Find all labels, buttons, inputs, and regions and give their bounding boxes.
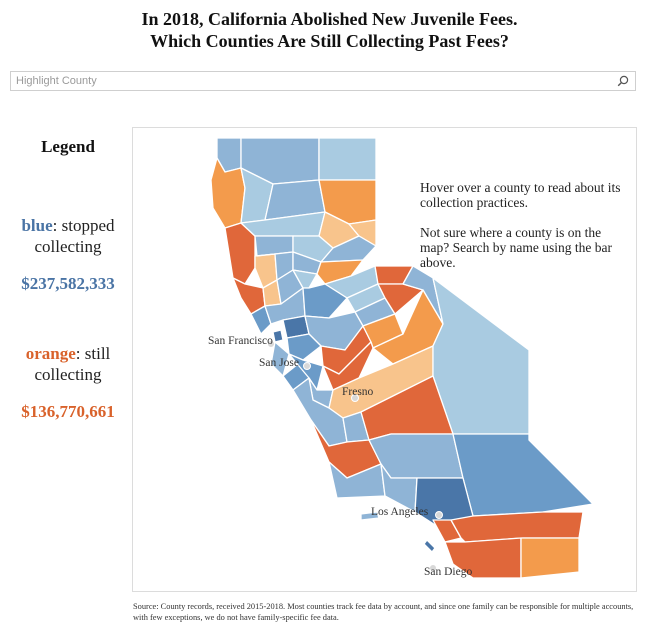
title-line-1: In 2018, California Abolished New Juveni…	[141, 9, 518, 29]
legend-blue-text: : stopped	[52, 216, 115, 235]
city-label-san-francisco: San Francisco	[208, 335, 273, 347]
map-instructions: Hover over a county to read about its co…	[420, 180, 630, 270]
city-label-san-diego: San Diego	[424, 566, 473, 578]
county-santa-clara[interactable]	[288, 353, 324, 391]
county-inyo[interactable]	[432, 277, 530, 435]
california-map-svg[interactable]	[133, 128, 638, 593]
legend-title: Legend	[41, 137, 95, 156]
highlight-county-search[interactable]	[10, 71, 636, 91]
legend-orange-text2: collecting	[34, 365, 102, 384]
legend-blue-label: blue: stopped collecting	[6, 215, 130, 257]
legend-blue-amount: $237,582,333	[21, 274, 115, 293]
island-santa-cruz[interactable]	[360, 511, 380, 521]
county-imperial[interactable]	[520, 537, 580, 579]
search-input[interactable]	[11, 72, 611, 90]
city-marker-san-diego	[429, 564, 437, 572]
source-note: Source: County records, received 2015-20…	[133, 602, 634, 622]
city-label-los-angeles: Los Angeles	[371, 506, 429, 518]
page-title: In 2018, California Abolished New Juveni…	[0, 8, 659, 52]
county-map[interactable]: Hover over a county to read about its co…	[132, 127, 637, 592]
city-label-fresno: Fresno	[342, 386, 374, 398]
city-marker-san-francisco	[267, 340, 275, 348]
island-catalina[interactable]	[423, 539, 436, 553]
legend-orange-amount: $136,770,661	[21, 402, 115, 421]
county-modoc[interactable]	[318, 137, 377, 181]
county-alameda[interactable]	[286, 333, 322, 361]
instruction-search: Not sure where a county is on the map? S…	[420, 225, 612, 270]
city-marker-san-jose	[303, 362, 311, 370]
legend-orange-text: : still	[75, 344, 111, 363]
county-tuolumne[interactable]	[377, 283, 424, 315]
county-placer[interactable]	[316, 259, 364, 285]
search-icon[interactable]	[617, 75, 629, 87]
county-san-bernardino[interactable]	[452, 433, 594, 517]
legend-orange-label: orange: still collecting	[6, 343, 130, 385]
city-marker-los-angeles	[435, 511, 443, 519]
legend-blue-text2: collecting	[34, 237, 102, 256]
legend-blue-keyword: blue	[21, 216, 53, 235]
legend-orange-keyword: orange	[25, 344, 76, 363]
title-line-2: Which Counties Are Still Collecting Past…	[150, 31, 509, 51]
instruction-hover: Hover over a county to read about its co…	[420, 180, 621, 210]
city-label-san-jose: San Jose	[259, 357, 299, 369]
city-marker-fresno	[351, 394, 359, 402]
county-san-francisco[interactable]	[272, 329, 284, 343]
